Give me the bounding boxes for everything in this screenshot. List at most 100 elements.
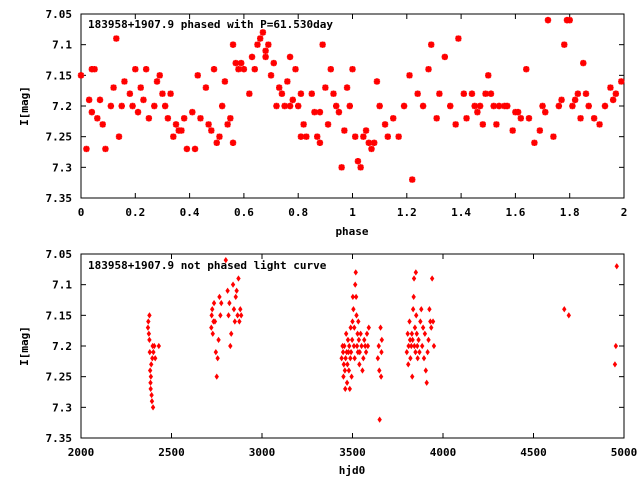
unphased-data-point [346,367,352,374]
unphased-data-point [147,312,152,319]
unphased-data-point [231,306,237,313]
unphased-data-point [356,336,362,343]
unphased-data-point [148,379,153,386]
unphased-data-point [233,293,238,301]
unphased-data-point [349,373,354,380]
unphased-data-point [354,312,359,319]
unphased-data-point [340,349,346,356]
phased-data-point [585,102,592,110]
phased-x-tick-label: 1.6 [505,206,525,219]
phased-data-point [365,139,372,146]
unphased-data-point [342,342,347,350]
unphased-data-point [216,336,221,343]
phased-data-point [509,127,516,134]
unphased-data-point [613,342,619,350]
phased-data-point [113,35,120,42]
phased-data-point [213,139,220,146]
phased-data-point [134,108,142,116]
phased-data-point [303,133,310,140]
phased-data-point [324,121,332,128]
phased-data-point [88,108,96,116]
unphased-data-point [234,287,239,294]
phased-data-point [523,66,530,73]
unphased-data-point [415,342,420,350]
phased-x-tick-label: 1 [349,206,356,219]
unphased-data-point [345,361,350,368]
phased-data-point [237,59,245,67]
unphased-data-point [429,324,434,331]
phased-data-point [191,145,199,153]
unphased-data-point [217,293,222,301]
phased-data-point [178,127,185,134]
phased-x-tick-label: 1.8 [560,206,580,219]
unphased-data-point [424,379,429,386]
unphased-data-point [430,318,436,325]
unphased-y-tick-label: 7.2 [52,340,72,353]
unphased-data-point [343,330,349,337]
unphased-data-point [213,349,219,356]
unphased-data-point [341,373,346,380]
phased-data-point [189,108,196,116]
phased-data-point [267,72,275,79]
unphased-data-point [354,342,360,350]
phased-data-point [180,115,188,122]
phased-data-point [107,102,115,110]
phased-light-curve-panel: 183958+1907.9 phased with P=61.530day ph… [18,8,627,238]
unphased-data-point [343,355,348,362]
phased-x-tick-label: 0.6 [234,206,254,219]
phased-data-point [514,108,522,116]
phased-data-point [151,102,158,110]
unphased-data-point [404,349,409,356]
phased-data-point [221,78,229,85]
unphased-data-point [227,299,232,307]
unphased-data-point [356,318,361,325]
phased-plot-title: 183958+1907.9 phased with P=61.530day [88,18,333,31]
phased-y-tick-label: 7.3 [52,161,72,174]
unphased-data-point [219,299,224,307]
unphased-axis-ticks: 2000 2500 3000 3500 4000 4500 5000 7.05 7.1 7.15 7… [46,248,638,459]
phased-data-point [167,90,174,97]
phased-data-point [582,90,590,97]
unphased-data-point [357,349,362,356]
unphased-y-tick-label: 7.35 [46,432,73,445]
phased-data-point [349,66,356,73]
phased-x-tick-label: 2 [621,206,628,219]
unphased-x-tick-label: 3000 [249,446,276,459]
unphased-data-point [614,263,619,270]
unphased-data-point [209,312,214,319]
phased-data-point [322,84,329,91]
phased-data-point [91,66,98,73]
phased-y-tick-label: 7.1 [52,39,72,52]
phased-data-point [99,121,106,128]
unphased-data-point [364,330,370,337]
unphased-data-point [355,330,360,337]
phased-data-point [132,66,139,73]
unphased-data-point [147,349,152,356]
phased-data-point [273,102,280,110]
phased-data-point [251,66,258,73]
phased-data-point [493,121,500,128]
unphased-data-point [351,306,356,313]
unphased-data-point [348,349,354,356]
phased-data-point [561,41,568,48]
phased-data-point [373,78,381,85]
unphased-data-point [413,269,419,276]
unphased-data-point [411,275,417,282]
phased-data-point [482,90,489,97]
unphased-data-point [350,318,355,325]
unphased-data-point [566,312,571,319]
unphased-data-point [150,404,156,411]
unphased-y-axis-label: I[mag] [18,326,31,366]
phased-data-point [609,96,617,104]
phased-data-point [455,35,462,42]
phased-data-point [183,145,191,153]
unphased-data-point [223,257,228,264]
phased-data-point [281,102,288,110]
unphased-data-point [152,342,157,350]
phased-data-point [574,90,582,97]
unphased-x-tick-label: 2000 [68,446,95,459]
unphased-data-point [377,416,382,423]
unphased-data-point [376,342,381,350]
phased-data-point [550,133,557,140]
